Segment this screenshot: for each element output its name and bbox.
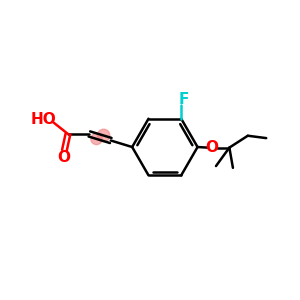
Text: O: O (206, 140, 219, 155)
Text: O: O (57, 150, 70, 165)
Circle shape (98, 129, 110, 142)
Circle shape (91, 134, 102, 145)
Text: F: F (178, 92, 189, 107)
Text: HO: HO (30, 112, 56, 127)
